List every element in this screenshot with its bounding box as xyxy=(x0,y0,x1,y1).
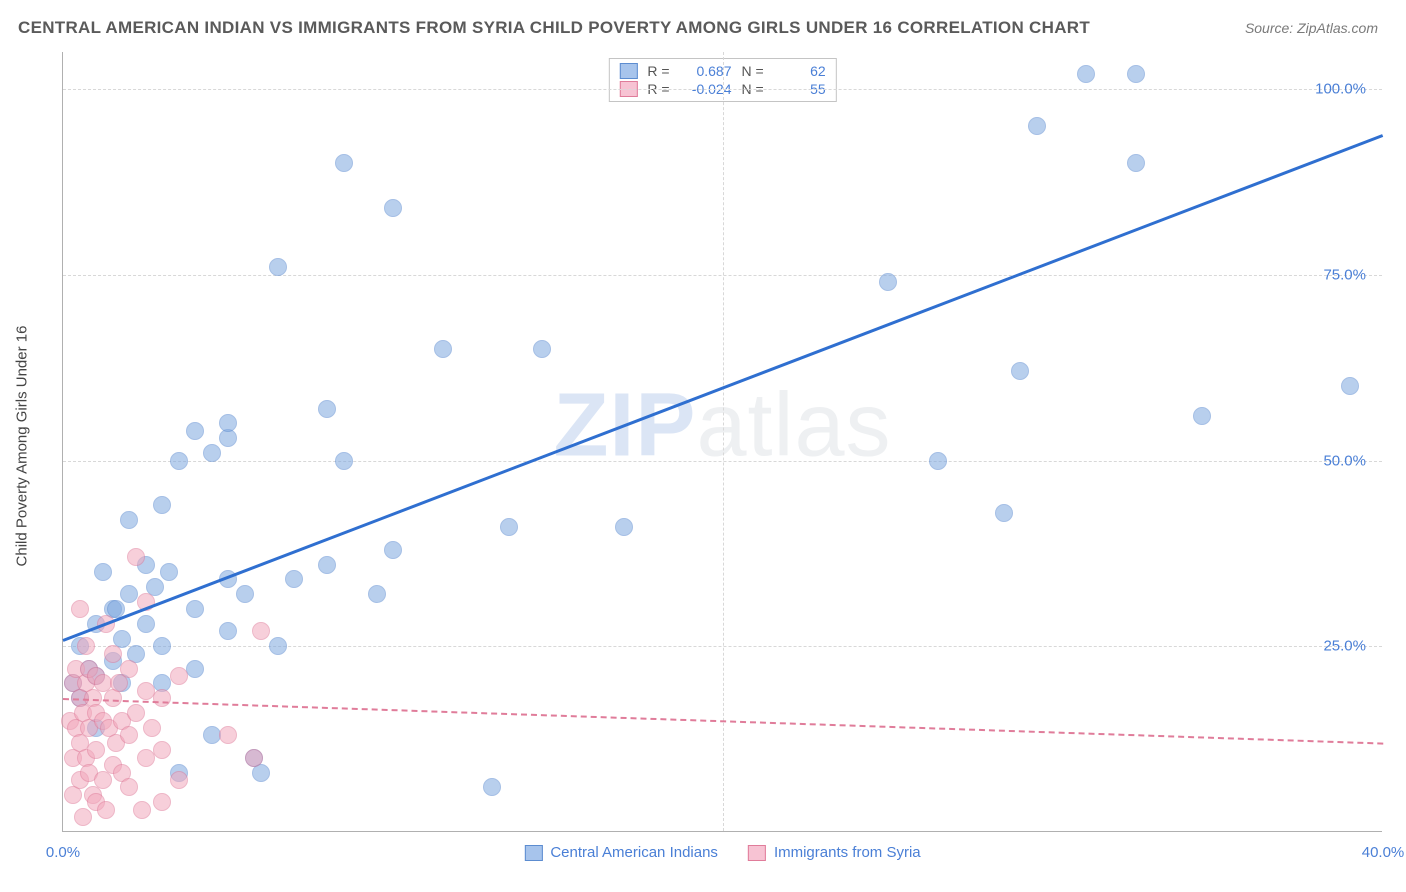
data-point xyxy=(236,585,254,603)
data-point xyxy=(120,660,138,678)
legend-label: Immigrants from Syria xyxy=(774,844,921,861)
data-point xyxy=(186,600,204,618)
x-tick-label: 0.0% xyxy=(46,844,80,861)
data-point xyxy=(170,771,188,789)
series-legend: Central American Indians Immigrants from … xyxy=(524,844,920,861)
data-point xyxy=(384,541,402,559)
n-value: 62 xyxy=(774,63,826,79)
y-axis-label: Child Poverty Among Girls Under 16 xyxy=(14,326,31,567)
data-point xyxy=(384,199,402,217)
x-tick-label: 40.0% xyxy=(1362,844,1405,861)
data-point xyxy=(219,414,237,432)
y-tick-label: 25.0% xyxy=(1323,638,1366,655)
data-point xyxy=(94,563,112,581)
data-point xyxy=(97,801,115,819)
data-point xyxy=(434,340,452,358)
data-point xyxy=(335,154,353,172)
data-point xyxy=(1341,377,1359,395)
y-tick-label: 100.0% xyxy=(1315,81,1366,98)
data-point xyxy=(170,667,188,685)
data-point xyxy=(318,556,336,574)
data-point xyxy=(1127,65,1145,83)
data-point xyxy=(137,749,155,767)
data-point xyxy=(995,504,1013,522)
data-point xyxy=(1028,117,1046,135)
data-point xyxy=(153,793,171,811)
data-point xyxy=(170,452,188,470)
data-point xyxy=(929,452,947,470)
data-point xyxy=(285,570,303,588)
legend-item: Central American Indians xyxy=(524,844,718,861)
data-point xyxy=(500,518,518,536)
data-point xyxy=(153,496,171,514)
r-label: R = xyxy=(647,63,669,79)
data-point xyxy=(104,645,122,663)
data-point xyxy=(120,726,138,744)
data-point xyxy=(1193,407,1211,425)
data-point xyxy=(318,400,336,418)
data-point xyxy=(127,548,145,566)
data-point xyxy=(219,726,237,744)
data-point xyxy=(368,585,386,603)
data-point xyxy=(137,682,155,700)
plot-area: ZIPatlas R =0.687N =62R =-0.024N =55 Cen… xyxy=(62,52,1382,832)
data-point xyxy=(137,615,155,633)
y-tick-label: 75.0% xyxy=(1323,266,1366,283)
data-point xyxy=(120,511,138,529)
data-point xyxy=(219,622,237,640)
data-point xyxy=(245,749,263,767)
data-point xyxy=(143,719,161,737)
data-point xyxy=(153,741,171,759)
data-point xyxy=(533,340,551,358)
data-point xyxy=(133,801,151,819)
data-point xyxy=(77,637,95,655)
legend-swatch xyxy=(619,63,637,79)
data-point xyxy=(269,637,287,655)
data-point xyxy=(120,778,138,796)
data-point xyxy=(87,741,105,759)
data-point xyxy=(269,258,287,276)
data-point xyxy=(203,726,221,744)
data-point xyxy=(160,563,178,581)
data-point xyxy=(127,704,145,722)
data-point xyxy=(879,273,897,291)
source-attribution: Source: ZipAtlas.com xyxy=(1245,20,1378,36)
data-point xyxy=(483,778,501,796)
legend-swatch xyxy=(524,845,542,861)
data-point xyxy=(203,444,221,462)
legend-swatch xyxy=(748,845,766,861)
chart-title: CENTRAL AMERICAN INDIAN VS IMMIGRANTS FR… xyxy=(18,18,1090,38)
data-point xyxy=(186,422,204,440)
gridline-vertical xyxy=(723,52,724,831)
data-point xyxy=(153,689,171,707)
data-point xyxy=(71,600,89,618)
data-point xyxy=(252,622,270,640)
legend-label: Central American Indians xyxy=(550,844,718,861)
y-tick-label: 50.0% xyxy=(1323,452,1366,469)
n-label: N = xyxy=(742,63,764,79)
data-point xyxy=(615,518,633,536)
data-point xyxy=(1077,65,1095,83)
data-point xyxy=(186,660,204,678)
data-point xyxy=(153,637,171,655)
data-point xyxy=(1127,154,1145,172)
legend-item: Immigrants from Syria xyxy=(748,844,921,861)
data-point xyxy=(120,585,138,603)
data-point xyxy=(1011,362,1029,380)
data-point xyxy=(335,452,353,470)
data-point xyxy=(74,808,92,826)
